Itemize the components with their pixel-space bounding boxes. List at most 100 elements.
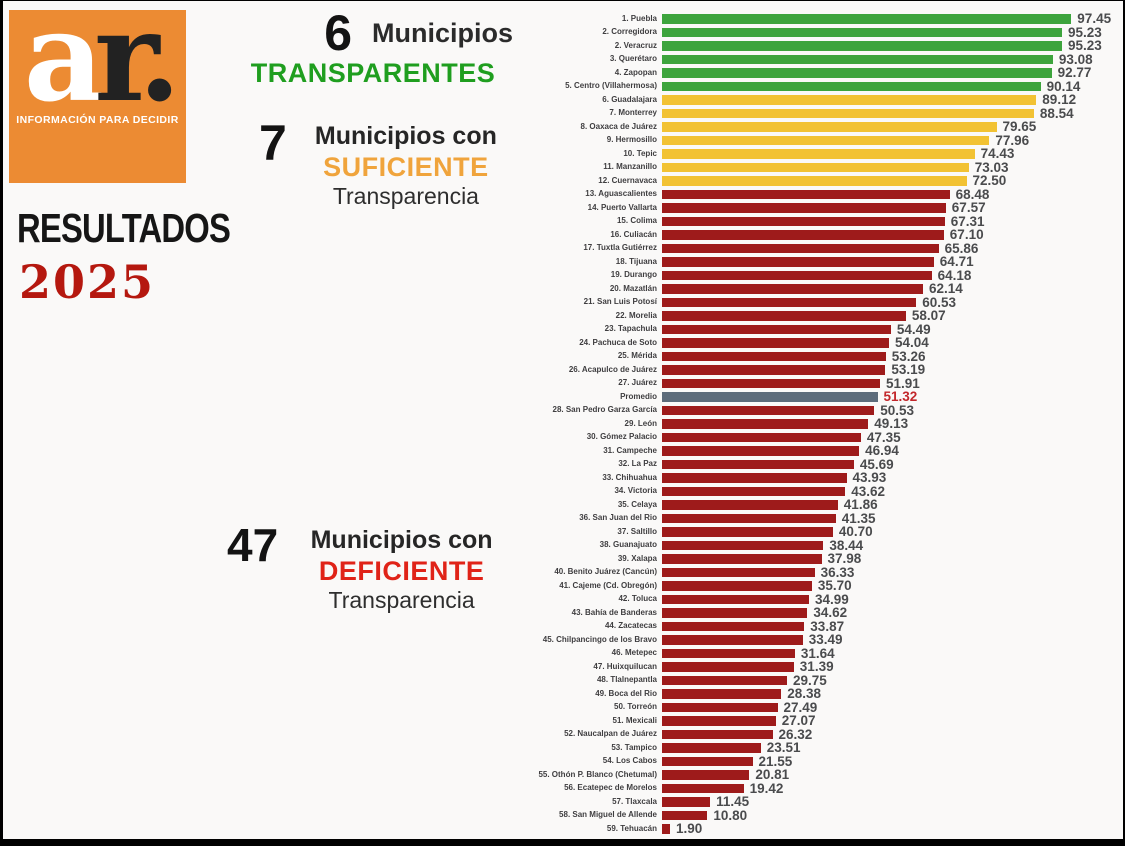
bar-row: 49. Boca del Rio 28.38 [3, 687, 1123, 701]
bar-deficiente [662, 702, 778, 712]
bar-value: 28.38 [787, 686, 821, 701]
bar-row: 47. Huixquilucan 31.39 [3, 660, 1123, 674]
bar-label: 30. Gómez Palacio [586, 432, 657, 442]
bar-deficiente [662, 338, 889, 348]
bar-deficiente [662, 311, 906, 321]
bar-label: 26. Acapulco de Juárez [568, 364, 657, 374]
bar-value: 51.91 [886, 375, 920, 391]
bar-row: 12. Cuernavaca 72.50 [3, 174, 1123, 188]
bar-label: 6. Guadalajara [602, 94, 657, 104]
bar-label: 13. Aguascalientes [585, 189, 657, 199]
bar-row: 24. Pachuca de Soto 54.04 [3, 336, 1123, 350]
bar-deficiente [662, 689, 782, 699]
bar-value: 68.48 [955, 186, 990, 202]
bar-deficiente [662, 527, 833, 537]
bar-deficiente [662, 797, 711, 807]
bar-suficiente [662, 108, 1034, 118]
bar-value: 88.54 [1039, 105, 1074, 121]
bar-label: 45. Chilpancingo de los Bravo [542, 634, 657, 644]
bar-value: 95.23 [1068, 38, 1102, 53]
bar-row: 59. Tehuacán 1.90 [3, 822, 1123, 836]
bar-row: 32. La Paz 45.69 [3, 457, 1123, 472]
bar-row: 52. Naucalpan de Juárez 26.32 [3, 727, 1123, 742]
bar-suficiente [662, 176, 967, 186]
logo-tagline: INFORMACIÓN PARA DECIDIR [16, 114, 179, 126]
bar-deficiente [662, 675, 787, 685]
bar-deficiente [662, 324, 891, 334]
bar-value: 33.49 [808, 632, 843, 647]
bar-value: 41.35 [841, 510, 876, 526]
bar-row: 30. Gómez Palacio 47.35 [3, 430, 1123, 445]
bar-row: 21. San Luis Potosí 60.53 [3, 294, 1123, 310]
bar-deficiente [662, 581, 812, 591]
bar-row: 20. Mazatlán 62.14 [3, 282, 1123, 296]
bar-row: 13. Aguascalientes 68.48 [3, 186, 1123, 202]
bar-label: 36. San Juan del Rio [579, 513, 657, 523]
bar-label: 10. Tepic [623, 148, 657, 158]
bar-label: 37. Saltillo [617, 526, 657, 536]
bar-row: 54. Los Cabos 21.55 [3, 753, 1123, 769]
bar-value: 60.53 [922, 294, 956, 310]
bar-deficiente [662, 770, 750, 780]
bar-value: 93.08 [1058, 51, 1093, 67]
bar-row: 31. Campeche 46.94 [3, 444, 1123, 458]
bar-row: 26. Acapulco de Juárez 53.19 [3, 363, 1123, 377]
label-municipios-con: Municipios con [314, 122, 497, 150]
bar-row: 25. Mérida 53.26 [3, 349, 1123, 364]
count-deficiente: 47 [227, 519, 279, 571]
bar-row: 9. Hermosillo 77.96 [3, 132, 1123, 148]
bar-label: 39. Xalapa [617, 553, 657, 563]
bar-value: 1.90 [676, 821, 703, 836]
bar-value: 54.04 [895, 335, 929, 350]
keyword-deficiente: DEFICIENTE [318, 556, 485, 586]
bar-label: 27. Juárez [618, 378, 657, 388]
bar-value: 27.49 [783, 699, 818, 715]
bar-value: 64.71 [939, 254, 974, 269]
bar-deficiente [662, 446, 860, 456]
label-municipios: Municipios [372, 18, 513, 48]
bar-row: 41. Cajeme (Cd. Obregón) 35.70 [3, 579, 1123, 593]
bar-value: 67.10 [949, 227, 984, 242]
bar-label: 50. Torreón [614, 702, 657, 712]
bar-deficiente [662, 378, 880, 388]
bar-label: 20. Mazatlán [609, 283, 657, 293]
annotation-transparentes: 6 Municipios TRANSPARENTES [233, 8, 513, 89]
bar-deficiente [662, 230, 944, 240]
bar-value: 37.98 [827, 551, 862, 566]
bar-deficiente [662, 635, 803, 645]
bar-deficiente [662, 189, 950, 199]
bar-deficiente [662, 540, 824, 550]
bar-label: 12. Cuernavaca [598, 175, 657, 185]
bar-row: 51. Mexicali 27.07 [3, 714, 1123, 728]
bar-transparente [662, 41, 1062, 51]
annotation-suficiente-text: Municipios con SUFICIENTE Transparencia [299, 121, 513, 210]
bar-row: 33. Chihuahua 43.93 [3, 471, 1123, 485]
bar-value: 77.96 [995, 132, 1030, 148]
bar-value: 62.14 [929, 281, 963, 296]
bar-row: 27. Juárez 51.91 [3, 375, 1123, 391]
bar-label: 49. Boca del Rio [595, 688, 657, 698]
count-suficiente: 7 [259, 115, 287, 171]
bar-value: 65.86 [944, 240, 979, 256]
logo-letter-r: r. [94, 0, 181, 130]
bar-suficiente [662, 135, 990, 145]
bar-row: 58. San Miguel de Allende 10.80 [3, 808, 1123, 823]
bar-deficiente [662, 729, 773, 739]
bar-deficiente [662, 716, 776, 726]
bar-deficiente [662, 743, 761, 753]
bar-value: 21.55 [758, 753, 793, 769]
bar-value: 46.94 [865, 443, 899, 458]
bar-value: 38.44 [829, 537, 864, 553]
bar-label: 32. La Paz [618, 459, 657, 469]
bar-label: 34. Victoria [614, 486, 657, 496]
bar-label: 2. Veracruz [614, 40, 657, 50]
bar-deficiente [662, 756, 753, 766]
bar-label: 8. Oaxaca de Juárez [580, 121, 658, 131]
bar-value: 40.70 [838, 524, 873, 539]
bar-deficiente [662, 365, 886, 375]
bar-deficiente [662, 203, 946, 213]
bar-row: 57. Tlaxcala 11.45 [3, 795, 1123, 809]
bar-suficiente [662, 149, 975, 159]
bar-value: 79.65 [1002, 119, 1037, 134]
annotation-deficiente-text: Municipios con DEFICIENTE Transparencia [290, 525, 513, 614]
